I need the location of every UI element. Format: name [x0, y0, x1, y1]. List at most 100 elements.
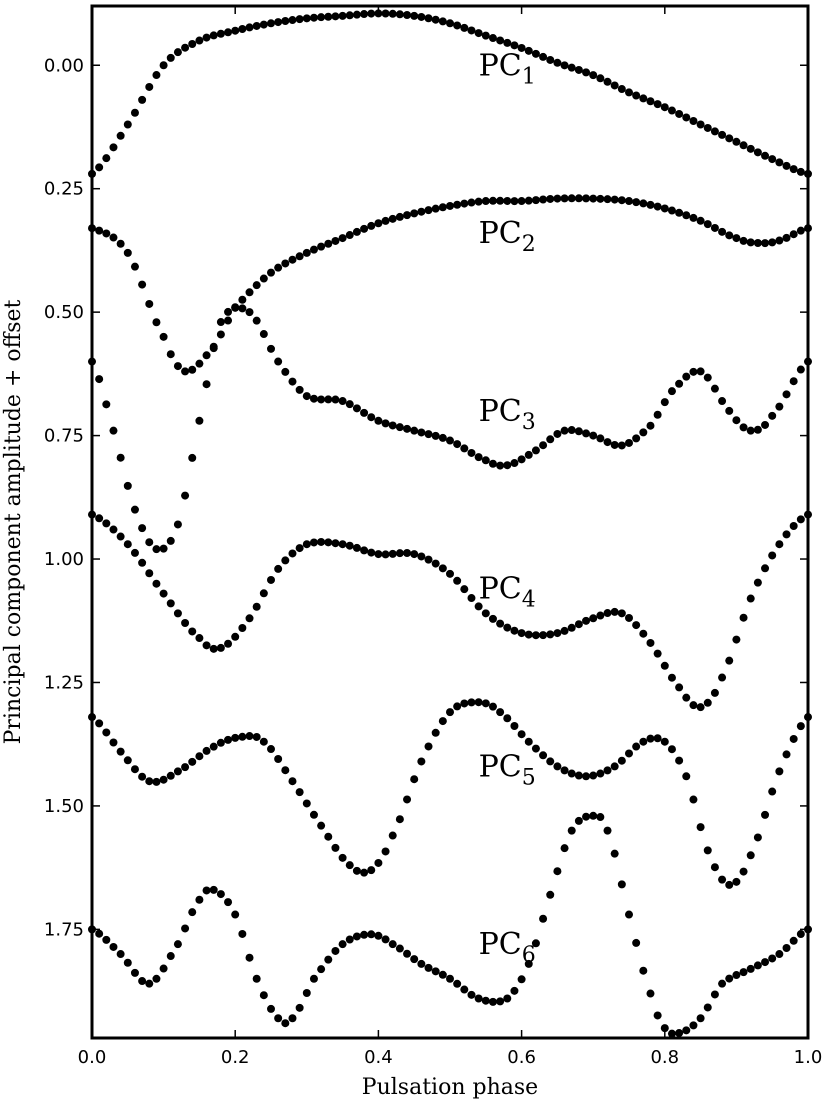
data-point: [675, 756, 684, 765]
data-point: [352, 543, 361, 552]
data-point: [410, 11, 419, 20]
data-point: [202, 380, 211, 389]
data-point: [245, 732, 254, 741]
data-point: [453, 200, 462, 209]
data-point: [395, 10, 404, 19]
data-point: [238, 929, 247, 938]
data-point: [617, 756, 626, 765]
data-point: [768, 238, 777, 247]
data-point: [202, 351, 211, 360]
data-point: [245, 288, 254, 297]
data-point: [309, 974, 318, 983]
data-point: [102, 728, 111, 737]
data-point: [381, 550, 390, 559]
data-point: [546, 630, 555, 639]
data-point: [460, 199, 469, 208]
data-point: [352, 932, 361, 941]
data-point: [224, 307, 233, 316]
data-point: [116, 131, 125, 140]
data-point: [324, 832, 333, 841]
data-point: [446, 974, 454, 983]
data-point: [295, 385, 304, 394]
data-point: [503, 196, 512, 205]
data-point: [675, 1029, 684, 1038]
data-point: [202, 641, 211, 650]
data-point: [753, 961, 762, 970]
data-point: [653, 1011, 662, 1020]
x-tick-label: 0.8: [650, 1047, 679, 1068]
data-point: [782, 530, 791, 539]
series-label-subscript: 2: [522, 232, 536, 257]
data-point: [732, 877, 741, 886]
data-point: [517, 455, 526, 464]
data-point: [710, 223, 719, 232]
data-point: [166, 952, 175, 961]
data-point: [639, 629, 648, 638]
data-point: [710, 990, 719, 999]
data-point: [689, 1021, 698, 1030]
data-point: [524, 737, 533, 746]
data-point: [689, 701, 698, 710]
data-point: [274, 1014, 283, 1023]
data-point: [703, 373, 712, 382]
series-label-pc1: PC1: [479, 48, 536, 89]
data-point: [388, 9, 397, 18]
data-point: [288, 549, 297, 558]
data-point: [181, 763, 190, 772]
data-point: [782, 233, 791, 242]
data-point: [245, 614, 254, 623]
data-point: [173, 520, 182, 529]
data-point: [130, 262, 139, 271]
data-point: [381, 847, 390, 856]
data-point: [345, 935, 354, 944]
data-point: [582, 616, 591, 625]
data-point: [596, 74, 605, 83]
data-point: [267, 344, 275, 353]
data-point: [789, 522, 798, 531]
data-point: [610, 762, 619, 771]
data-point: [281, 367, 290, 376]
data-point: [109, 426, 118, 435]
data-point: [388, 549, 397, 558]
data-point: [496, 619, 505, 628]
data-point: [782, 944, 791, 952]
data-point: [302, 989, 311, 998]
data-point: [796, 722, 805, 731]
data-point: [259, 274, 268, 283]
data-point: [166, 771, 175, 780]
data-point: [410, 955, 419, 964]
data-point: [560, 426, 569, 435]
data-point: [782, 750, 791, 759]
data-point: [689, 367, 698, 376]
data-point: [188, 757, 197, 766]
data-point: [732, 635, 741, 644]
data-point: [431, 559, 440, 568]
data-point: [646, 200, 655, 209]
data-point: [116, 747, 125, 756]
data-point: [338, 11, 347, 20]
data-point: [109, 525, 118, 534]
data-point: [596, 813, 605, 822]
series-label-subscript: 5: [522, 765, 536, 790]
data-point: [367, 413, 376, 422]
data-point: [295, 788, 304, 797]
data-point: [746, 964, 755, 973]
data-point: [582, 812, 591, 821]
data-point: [231, 733, 240, 742]
data-point: [510, 459, 519, 468]
data-point: [102, 935, 111, 944]
data-point: [682, 1026, 691, 1035]
data-point: [632, 434, 641, 443]
data-point: [403, 10, 412, 19]
data-point: [574, 427, 583, 436]
data-point: [467, 26, 476, 35]
data-point: [438, 717, 447, 726]
data-point: [696, 703, 705, 712]
data-point: [531, 49, 540, 58]
data-point: [617, 880, 626, 889]
data-point: [123, 248, 132, 257]
data-point: [775, 236, 784, 245]
data-point: [424, 963, 433, 972]
series-label-pc2: PC2: [479, 216, 536, 257]
data-point: [195, 634, 204, 643]
